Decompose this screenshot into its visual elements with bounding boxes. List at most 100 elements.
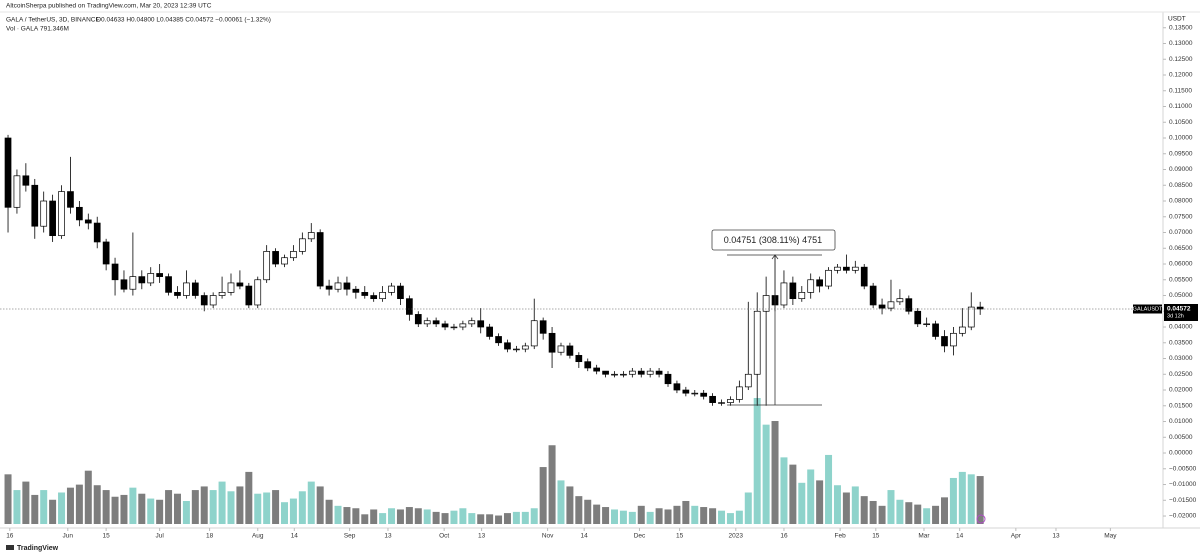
candle-body <box>102 241 110 265</box>
candle-body <box>191 282 199 296</box>
candle-body <box>664 373 672 385</box>
volume-bar <box>530 508 538 524</box>
y-tick-label: 0.03500 <box>1169 339 1193 346</box>
candle-body <box>468 320 476 325</box>
candle-body <box>762 295 770 312</box>
candle-body <box>682 389 690 394</box>
volume-bar <box>602 507 610 524</box>
volume-bar <box>227 491 235 524</box>
x-tick-label: 13 <box>478 533 486 540</box>
volume-bar <box>343 507 351 524</box>
candle-body <box>495 336 502 344</box>
volume-bar <box>22 481 30 524</box>
volume-bar <box>914 504 922 524</box>
x-tick-label: 2023 <box>729 533 744 540</box>
volume-bar <box>423 509 431 524</box>
candle-body <box>334 282 342 290</box>
candle-body <box>584 361 592 369</box>
volume-bar <box>477 514 485 524</box>
volume-bar <box>352 508 360 524</box>
volume-bar <box>958 471 966 524</box>
y-tick-label: 0.10000 <box>1169 135 1193 142</box>
y-tick-label: −0.01500 <box>1169 497 1197 504</box>
candle-body <box>513 348 520 351</box>
volume-bar <box>521 511 529 524</box>
candle-body <box>958 326 966 334</box>
candle-body <box>477 320 485 328</box>
candle-body <box>967 306 975 328</box>
candle-body <box>628 370 636 375</box>
y-tick-label: 0.06500 <box>1169 245 1193 252</box>
symbol-tag-text: GALAUSDT <box>1133 306 1163 312</box>
candle-body <box>209 295 217 306</box>
volume-bar <box>102 490 110 524</box>
plot <box>0 134 1163 524</box>
candle-body <box>923 323 931 326</box>
y-tick-label: 0.05000 <box>1169 292 1193 299</box>
volume-bar <box>566 486 574 524</box>
volume-bar <box>289 498 297 524</box>
y-tick-label: 0.10500 <box>1169 119 1193 126</box>
candle-body <box>807 279 815 293</box>
candle-body <box>727 399 734 403</box>
volume-bar <box>753 398 761 524</box>
volume-bar <box>414 508 422 524</box>
x-tick-label: Jul <box>155 533 164 540</box>
volume-bar <box>762 424 770 524</box>
candle-body <box>718 402 725 404</box>
last-price-label: 0.04572 <box>1167 306 1191 313</box>
x-tick-label: 16 <box>780 533 788 540</box>
volume-bar <box>405 507 413 524</box>
x-tick-label: Feb <box>835 533 847 540</box>
volume-bar <box>191 490 199 524</box>
volume-bar <box>459 508 467 524</box>
volume-bar <box>58 492 66 524</box>
y-tick-label: −0.00500 <box>1169 465 1197 472</box>
candle-body <box>950 332 957 347</box>
candle-body <box>780 282 788 306</box>
candle-body <box>307 232 315 240</box>
candle-body <box>49 200 56 237</box>
volume-bar <box>718 510 726 524</box>
volume-bar <box>842 492 850 524</box>
candle-body <box>120 279 128 290</box>
volume-bar <box>450 510 458 524</box>
volume-bar <box>40 490 48 524</box>
candle-body <box>13 175 21 208</box>
y-tick-label: −0.01000 <box>1169 481 1197 488</box>
x-tick-label: 14 <box>956 533 964 540</box>
y-tick-label: 0.00000 <box>1169 450 1193 457</box>
y-tick-label: 0.08500 <box>1169 182 1193 189</box>
volume-bar <box>807 469 815 524</box>
x-tick-label: Dec <box>634 533 646 540</box>
candle-body <box>575 355 583 363</box>
y-tick-label: 0.07000 <box>1169 229 1193 236</box>
candle-body <box>646 370 654 375</box>
volume-bar <box>75 484 83 524</box>
volume-bar <box>967 474 975 524</box>
candle-body <box>504 342 511 350</box>
y-tick-label: 0.03000 <box>1169 355 1193 362</box>
y-tick-label: 0.04000 <box>1169 324 1193 331</box>
volume-bar <box>673 505 681 524</box>
y-tick-label: 0.08000 <box>1169 198 1193 205</box>
x-tick-label: Jun <box>63 533 74 540</box>
ohlc: O0.04633 H0.04800 L0.04385 C0.04572 −0.0… <box>96 17 271 24</box>
candle-body <box>843 266 850 271</box>
volume-bar <box>254 493 262 524</box>
candle-body <box>343 282 351 290</box>
volume-bar <box>4 474 12 524</box>
candle-body <box>200 295 208 306</box>
y-tick-label: 0.05500 <box>1169 276 1193 283</box>
footer-brand: TradingView <box>17 545 59 552</box>
candle-body <box>825 269 832 287</box>
volume-bar <box>165 490 173 524</box>
volume-bar <box>557 480 565 524</box>
y-tick-label: 0.00500 <box>1169 434 1193 441</box>
x-tick-label: 14 <box>291 533 299 540</box>
volume-bar <box>432 511 440 524</box>
last-price-tag <box>1164 303 1198 321</box>
candle-body <box>147 273 155 284</box>
